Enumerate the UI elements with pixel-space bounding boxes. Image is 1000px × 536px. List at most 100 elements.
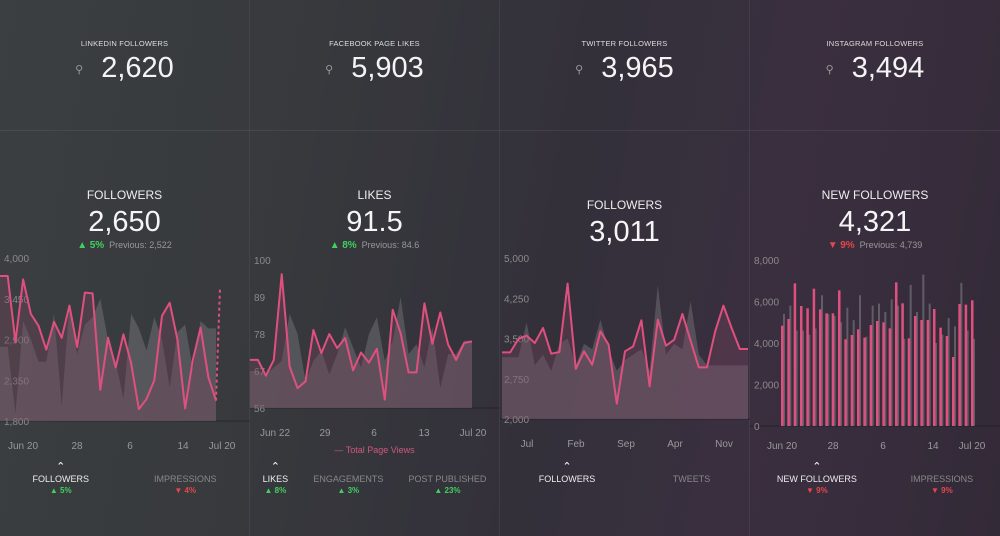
chart-legend[interactable]: — Total Page Views <box>250 445 499 456</box>
tab-change: ▲ 8% <box>264 486 287 495</box>
x-tick-label: 13 <box>418 428 430 439</box>
caret-up-icon: ⌃ <box>56 461 66 473</box>
caret-up-icon: ⌃ <box>812 461 822 473</box>
tab-likes[interactable]: ⌃ LIKES ▲ 8% <box>263 462 289 496</box>
metric-value: 2,650 <box>88 206 161 238</box>
x-tick-label: Jul <box>521 439 534 450</box>
metric-comparison: ▲ 8% Previous: 84.6 <box>250 240 499 251</box>
tile-title: FACEBOOK PAGE LIKES <box>329 39 420 48</box>
bar <box>857 329 860 426</box>
chart: 8,000 6,000 4,000 2,000 0 Jun 20 28 6 14 Jul 20 <box>750 256 1000 452</box>
bar <box>901 303 904 426</box>
y-tick-label: 2,750 <box>504 375 529 386</box>
bar <box>800 306 803 426</box>
x-tick-label: 28 <box>827 441 839 452</box>
tab-new-followers[interactable]: ⌃ NEW FOLLOWERS ▼ 9% <box>777 462 857 496</box>
comparison-bar <box>966 330 969 426</box>
metric-title: FOLLOWERS <box>586 198 663 212</box>
x-tick-label: 6 <box>371 428 377 439</box>
bar <box>945 336 949 426</box>
x-tick-label: Jul 20 <box>209 441 236 452</box>
bar <box>781 325 784 426</box>
metric-title: LIKES <box>357 188 392 202</box>
arrow-up-icon: ▲ <box>77 240 88 251</box>
bar <box>819 309 822 426</box>
comparison-bar <box>865 336 868 426</box>
x-tick-label: Jun 22 <box>260 428 290 439</box>
metric-change: 8% <box>342 240 357 251</box>
comparison-area <box>250 297 472 408</box>
user-icon: ⚲ <box>825 63 834 76</box>
y-tick-label: 1,800 <box>4 417 29 428</box>
comparison-bar <box>808 334 811 426</box>
bar <box>964 304 968 426</box>
bar <box>926 320 930 426</box>
y-tick-label: 2,900 <box>4 336 29 347</box>
tile-value-row: ⚲ 2,620 <box>0 52 249 85</box>
comparison-bar <box>954 326 956 426</box>
bar <box>895 282 898 426</box>
x-tick-label: 6 <box>880 441 886 452</box>
comparison-bar <box>802 330 804 426</box>
user-icon: ⚲ <box>575 63 584 76</box>
metric-tabs: ⌃ LIKES ▲ 8% ENGAGEMENTS ▲ 3% POST PUBLISHED ▲… <box>250 462 499 496</box>
tab-change: ▲ 5% <box>49 486 72 495</box>
bar <box>869 325 873 426</box>
comparison-area <box>0 298 216 421</box>
comparison-bar <box>897 305 899 426</box>
tab-change-value: 8% <box>274 486 287 495</box>
comparison-bar <box>783 313 785 426</box>
y-tick-label: 6,000 <box>754 298 779 309</box>
tab-post-published[interactable]: POST PUBLISHED ▲ 23% <box>409 462 487 496</box>
comparison-bar <box>909 284 912 426</box>
tab-change-value: 9% <box>816 486 828 495</box>
bar <box>888 328 892 426</box>
x-tick-label: Jul 20 <box>959 441 986 452</box>
y-tick-label: 56 <box>254 404 266 415</box>
metric-comparison: ▼ 9% Previous: 4,739 <box>750 240 1000 251</box>
bar <box>838 290 841 426</box>
legend-line-icon: — <box>334 445 344 455</box>
y-tick-label: 4,000 <box>4 254 29 265</box>
metric-title: FOLLOWERS <box>86 188 163 202</box>
tab-impressions[interactable]: IMPRESSIONS ▼ 9% <box>911 462 974 496</box>
x-tick-label: Apr <box>667 439 683 450</box>
tab-change-value: 23% <box>444 486 461 495</box>
tab-label: TWEETS <box>672 474 711 484</box>
tab-followers[interactable]: ⌃ FOLLOWERS <box>539 462 596 485</box>
tab-impressions[interactable]: IMPRESSIONS ▼ 4% <box>154 462 217 496</box>
metric-change: 9% <box>840 240 855 251</box>
series-area <box>250 274 472 408</box>
comparison-bar <box>840 322 842 426</box>
bar <box>958 303 961 426</box>
y-tick-label: 2,000 <box>754 381 779 392</box>
x-tick-label: Jun 20 <box>767 441 797 452</box>
comparison-bar <box>973 338 975 426</box>
x-tick-label: 29 <box>319 428 331 439</box>
user-icon: ⚲ <box>75 63 84 76</box>
tab-followers[interactable]: ⌃ FOLLOWERS ▲ 5% <box>32 462 89 496</box>
y-tick-label: 8,000 <box>754 256 779 267</box>
comparison-bar <box>916 311 918 426</box>
tile-value-row: ⚲ 5,903 <box>250 52 499 85</box>
legend-label: Total Page Views <box>345 445 415 455</box>
y-tick-label: 89 <box>254 293 266 304</box>
metric-comparison: ▲ 5% Previous: 2,522 <box>0 240 249 251</box>
bar <box>831 313 835 426</box>
comparison-bar <box>884 311 887 426</box>
tab-label: LIKES <box>262 474 289 484</box>
tab-label: NEW FOLLOWERS <box>776 474 857 484</box>
metric-previous: Previous: 4,739 <box>859 240 923 250</box>
y-tick-label: 78 <box>254 330 266 341</box>
y-tick-label: 2,350 <box>4 376 29 387</box>
metric-tabs: ⌃ FOLLOWERS TWEETS <box>500 462 749 485</box>
tab-tweets[interactable]: TWEETS <box>673 462 711 485</box>
chart: 4,000 3,450 2,900 2,350 1,800 Jun 20 28 6 14 Jul … <box>0 254 250 452</box>
comparison-bar <box>859 295 861 426</box>
tab-engagements[interactable]: ENGAGEMENTS ▲ 3% <box>313 462 383 496</box>
x-tick-label: Sep <box>617 439 635 450</box>
y-tick-label: 0 <box>754 422 760 433</box>
tab-change-value: 9% <box>941 486 953 495</box>
bar <box>787 318 790 426</box>
metric-title: NEW FOLLOWERS <box>821 188 929 202</box>
